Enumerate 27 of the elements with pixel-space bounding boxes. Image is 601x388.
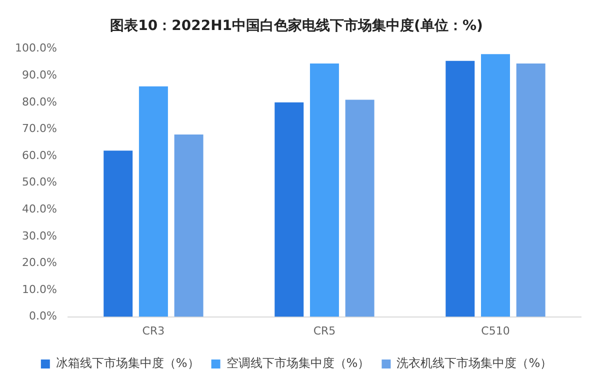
bar — [446, 60, 475, 317]
bar — [481, 54, 510, 317]
y-tick-label: 80.0% — [22, 95, 57, 108]
y-tick-label: 90.0% — [22, 68, 57, 82]
y-tick-label: 0.0% — [28, 310, 57, 323]
y-tick-label: 60.0% — [22, 148, 57, 162]
x-tick-label: CR3 — [142, 324, 165, 338]
y-tick-label: 70.0% — [22, 122, 57, 136]
y-tick-label: 20.0% — [22, 256, 57, 270]
y-tick-label: 40.0% — [22, 202, 57, 216]
bar — [104, 150, 133, 317]
x-tick-label: C510 — [481, 324, 510, 338]
y-tick-label: 50.0% — [22, 176, 57, 189]
y-tick-label: 100.0% — [14, 42, 57, 55]
legend-label: 冰箱线下市场集中度（%） — [56, 356, 200, 370]
bar — [274, 102, 304, 317]
y-tick-label: 30.0% — [22, 229, 57, 242]
bar — [138, 86, 168, 317]
bar — [310, 64, 339, 317]
x-tick-label: CR5 — [313, 324, 336, 338]
legend-label: 空调线下市场集中度（%） — [226, 356, 370, 370]
legend-label: 洗衣机线下市场集中度（%） — [396, 356, 552, 370]
chart-title: 图表10：2022H1中国白色家电线下市场集中度(单位：%) — [110, 17, 483, 34]
y-tick-label: 10.0% — [22, 282, 57, 296]
bar — [516, 64, 546, 317]
bar — [345, 100, 374, 317]
bar — [174, 134, 204, 317]
